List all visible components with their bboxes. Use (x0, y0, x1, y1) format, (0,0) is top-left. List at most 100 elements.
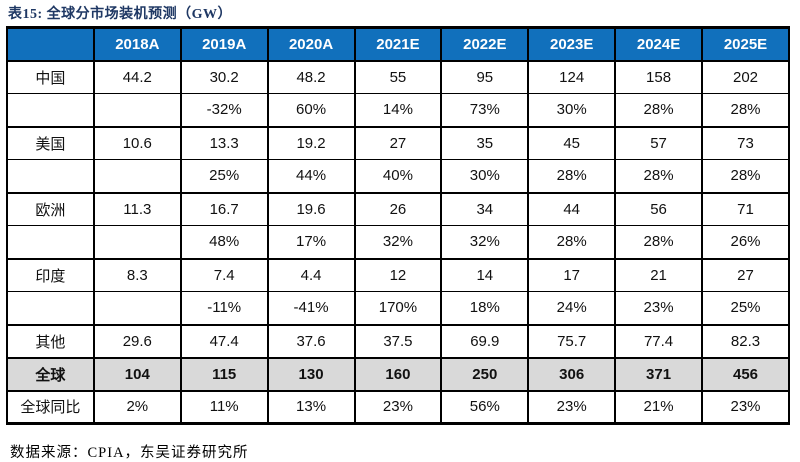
cell: 21% (614, 389, 703, 424)
cell: 26% (701, 225, 790, 259)
cell: 14 (440, 257, 530, 292)
cell: 30% (527, 93, 617, 127)
column-header-empty (6, 27, 95, 62)
cell: 44 (527, 191, 617, 226)
cell: 8.3 (92, 257, 182, 292)
cell: 95 (440, 60, 530, 94)
table-row-美国: 美国 10.6 13.3 19.2 27 35 45 57 73 (6, 125, 790, 160)
row-label: 全球同比 (6, 389, 95, 424)
row-label: 印度 (6, 257, 95, 292)
cell: 16.7 (179, 191, 269, 226)
cell: 57 (614, 125, 703, 160)
table-title: 表15: 全球分市场装机预测（GW） (8, 7, 233, 22)
cell: 115 (179, 356, 269, 391)
cell: 48% (179, 225, 269, 259)
data-source: 数据来源：CPIA，东吴证券研究所 (10, 445, 249, 461)
cell: 11.3 (92, 191, 182, 226)
cell: 69.9 (440, 323, 530, 358)
cell: 44.2 (92, 60, 182, 94)
cell: 19.2 (266, 125, 356, 160)
cell: 202 (701, 60, 790, 94)
cell: 104 (92, 356, 182, 391)
row-label: 欧洲 (6, 191, 95, 226)
cell: 4.4 (266, 257, 356, 292)
row-label: 美国 (6, 125, 95, 160)
cell: 75.7 (527, 323, 617, 358)
table-row-中国: 中国 44.2 30.2 48.2 55 95 124 158 202 (6, 60, 790, 94)
cell: 28% (614, 93, 703, 127)
table-row-印度: 印度 8.3 7.4 4.4 12 14 17 21 27 (6, 257, 790, 292)
cell: 28% (614, 159, 703, 193)
cell: 27 (353, 125, 443, 160)
cell: 35 (440, 125, 530, 160)
cell: 37.5 (353, 323, 443, 358)
cell: 124 (527, 60, 617, 94)
column-header-2023e: 2023E (527, 27, 617, 62)
row-label: 中国 (6, 60, 95, 94)
cell: 48.2 (266, 60, 356, 94)
forecast-table: 2018A 2019A 2020A 2021E 2022E 2023E 2024E 2025E… (6, 26, 790, 425)
table-row-全球同比: 全球同比 2% 11% 13% 23% 56% 23% 21% 23% (6, 389, 790, 424)
cell: 28% (527, 159, 617, 193)
cell: 18% (440, 291, 530, 325)
cell: 158 (614, 60, 703, 94)
cell: 56% (440, 389, 530, 424)
row-label (6, 159, 95, 193)
cell: 28% (701, 93, 790, 127)
cell: 250 (440, 356, 530, 391)
row-label: 其他 (6, 323, 95, 358)
cell: -11% (179, 291, 269, 325)
table-row-growth: 48% 17% 32% 32% 28% 28% 26% (6, 225, 790, 259)
cell: 47.4 (179, 323, 269, 358)
cell: 32% (353, 225, 443, 259)
table-row-growth: -11% -41% 170% 18% 24% 23% 25% (6, 291, 790, 325)
cell: 56 (614, 191, 703, 226)
cell (92, 159, 182, 193)
cell: 11% (179, 389, 269, 424)
cell: 12 (353, 257, 443, 292)
table-row-其他: 其他 29.6 47.4 37.6 37.5 69.9 75.7 77.4 82.3 (6, 323, 790, 358)
table-head: 2018A 2019A 2020A 2021E 2022E 2023E 2024E 2025E (6, 27, 790, 62)
table-row-全球: 全球 104 115 130 160 250 306 371 456 (6, 356, 790, 391)
cell: 306 (527, 356, 617, 391)
cell: 28% (614, 225, 703, 259)
cell: -32% (179, 93, 269, 127)
cell: 23% (614, 291, 703, 325)
cell: 23% (527, 389, 617, 424)
cell: 456 (701, 356, 790, 391)
cell (92, 93, 182, 127)
cell: 24% (527, 291, 617, 325)
cell: 77.4 (614, 323, 703, 358)
column-header-2022e: 2022E (440, 27, 530, 62)
row-label (6, 225, 95, 259)
cell: 21 (614, 257, 703, 292)
cell: 45 (527, 125, 617, 160)
cell: 32% (440, 225, 530, 259)
cell: 37.6 (266, 323, 356, 358)
cell: 60% (266, 93, 356, 127)
cell: 71 (701, 191, 790, 226)
cell (92, 225, 182, 259)
cell: 19.6 (266, 191, 356, 226)
cell: 73 (701, 125, 790, 160)
cell: 34 (440, 191, 530, 226)
cell: 130 (266, 356, 356, 391)
cell: 2% (92, 389, 182, 424)
cell: 160 (353, 356, 443, 391)
cell: 27 (701, 257, 790, 292)
cell: -41% (266, 291, 356, 325)
cell: 26 (353, 191, 443, 226)
table-body: 中国 44.2 30.2 48.2 55 95 124 158 202 -32% 60% 14% 73%… (6, 60, 790, 424)
row-label: 全球 (6, 356, 95, 391)
row-label (6, 291, 95, 325)
column-header-2020a: 2020A (266, 27, 356, 62)
table-row-growth: -32% 60% 14% 73% 30% 28% 28% (6, 93, 790, 127)
cell (92, 291, 182, 325)
column-header-2024e: 2024E (614, 27, 703, 62)
column-header-2019a: 2019A (179, 27, 269, 62)
cell: 13% (266, 389, 356, 424)
cell: 29.6 (92, 323, 182, 358)
table-header-row: 2018A 2019A 2020A 2021E 2022E 2023E 2024E 2025E (6, 27, 790, 62)
table-row-growth: 25% 44% 40% 30% 28% 28% 28% (6, 159, 790, 193)
